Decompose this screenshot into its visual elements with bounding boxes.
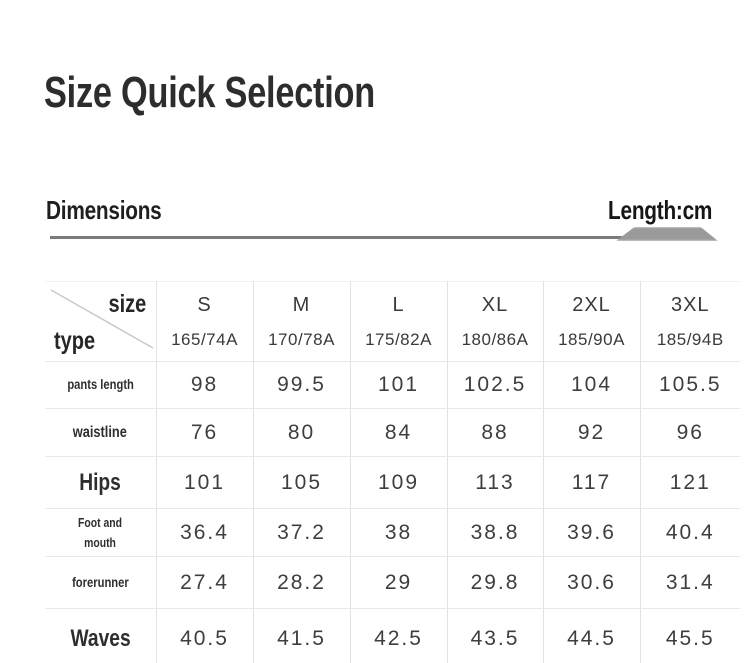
table-row-waistline: waistline 76 80 84 88 92 96 — [45, 408, 740, 457]
cell-value: 41.5 — [253, 608, 351, 663]
corner-cell: size type — [45, 281, 157, 362]
size-table: size type S 165/74A M 170/78A L 175/82A … — [45, 281, 740, 663]
column-header-m: M 170/78A — [253, 281, 351, 362]
cell-value: 36.4 — [156, 508, 254, 557]
row-label-text: forerunner — [71, 573, 129, 590]
header-row: size type S 165/74A M 170/78A L 175/82A … — [45, 281, 740, 362]
row-label-text: waistline — [73, 423, 128, 441]
cell-value: 113 — [447, 456, 544, 509]
row-label-text: Foot and mouth — [78, 515, 123, 550]
size-code: S — [197, 293, 212, 316]
cell-value: 29 — [350, 556, 448, 609]
cell-value: 101 — [156, 456, 254, 509]
row-label: Hips — [45, 456, 157, 509]
cell-value: 40.4 — [640, 508, 740, 557]
cell-value: 104 — [543, 361, 641, 409]
cell-value: 28.2 — [253, 556, 351, 609]
row-label-text: Hips — [79, 468, 122, 496]
size-spec: 180/86A — [461, 329, 529, 349]
table-row-hips: Hips 101 105 109 113 117 121 — [45, 456, 740, 509]
column-header-xl: XL 180/86A — [447, 281, 544, 362]
size-code: M — [292, 293, 311, 316]
size-code: XL — [481, 293, 509, 316]
cell-value: 30.6 — [543, 556, 641, 609]
size-code: 2XL — [572, 293, 611, 316]
cell-value: 92 — [543, 408, 641, 457]
section-underline — [50, 236, 622, 239]
cell-value: 101 — [350, 361, 448, 409]
cell-value: 38 — [350, 508, 448, 557]
dimensions-label: Dimensions — [46, 195, 162, 225]
table-row-foot-and-mouth: Foot and mouth 36.4 37.2 38 38.8 39.6 40… — [45, 508, 740, 557]
row-label-text: pants length — [66, 376, 134, 392]
row-label: Foot and mouth — [45, 508, 157, 557]
cell-value: 98 — [156, 361, 254, 409]
cell-value: 44.5 — [543, 608, 641, 663]
size-spec: 185/90A — [558, 329, 625, 349]
cell-value: 40.5 — [156, 608, 254, 663]
cell-value: 84 — [350, 408, 448, 457]
size-code: 3XL — [670, 293, 710, 316]
row-label: pants length — [45, 361, 157, 409]
cell-value: 37.2 — [253, 508, 351, 557]
cell-value: 45.5 — [665, 626, 715, 650]
cell-value: 109 — [350, 456, 448, 509]
row-label: waistline — [45, 408, 157, 457]
corner-type-label: type — [54, 327, 96, 355]
row-label: Waves — [45, 608, 157, 663]
size-spec: 170/78A — [268, 329, 335, 349]
table-row-pants-length: pants length 98 99.5 101 102.5 104 105.5 — [45, 361, 740, 409]
cell-value: 121 — [640, 456, 740, 509]
row-label-text: Waves — [70, 624, 131, 652]
cell-value: 39.6 — [543, 508, 641, 557]
cell-value: 43.5 — [447, 608, 544, 663]
cell-value: 105 — [253, 456, 351, 509]
corner-size-label: size — [108, 290, 147, 318]
size-spec: 165/74A — [171, 329, 238, 349]
column-header-l: L 175/82A — [350, 281, 448, 362]
page-title: Size Quick Selection — [44, 68, 376, 117]
size-spec: 185/94B — [656, 329, 724, 349]
cell-value: 42.5 — [350, 608, 448, 663]
cell-value: 31.4 — [640, 556, 740, 609]
size-spec: 175/82A — [365, 329, 432, 349]
column-header-2xl: 2XL 185/90A — [543, 281, 641, 362]
size-code: L — [392, 293, 405, 316]
column-header-3xl: 3XL 185/94B — [640, 281, 740, 362]
cell-value: 38.8 — [447, 508, 544, 557]
table-row-forerunner: forerunner 27.4 28.2 29 29.8 30.6 31.4 — [45, 556, 740, 609]
row-label: forerunner — [45, 556, 157, 609]
column-header-s: S 165/74A — [156, 281, 254, 362]
cell-value: 117 — [543, 456, 641, 509]
diagonal-divider-line — [50, 289, 154, 349]
cell-value: 29.8 — [447, 556, 544, 609]
cell-value: 80 — [253, 408, 351, 457]
cell-value: 88 — [447, 408, 544, 457]
cell-value: 99.5 — [253, 361, 351, 409]
cell-value: 96 — [640, 408, 740, 457]
cell-value: 76 — [156, 408, 254, 457]
cell-value: 105.5 — [640, 361, 740, 409]
cell-value: 102.5 — [447, 361, 544, 409]
table-row-waves: Waves 40.5 41.5 42.5 43.5 44.5 45.5 — [45, 608, 740, 663]
ribbon-shape — [616, 227, 718, 241]
length-unit-label: Length:cm — [607, 195, 712, 225]
cell-value: 27.4 — [156, 556, 254, 609]
